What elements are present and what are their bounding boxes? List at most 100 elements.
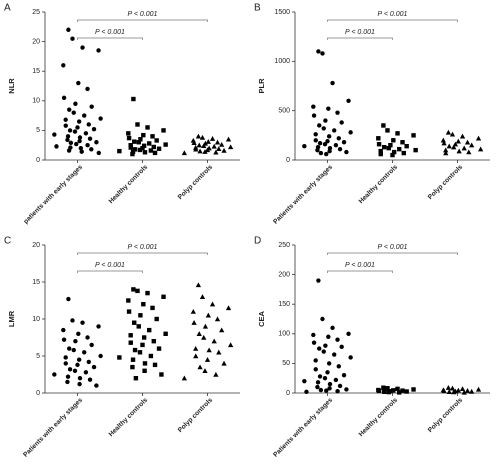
data-point <box>133 376 139 381</box>
significance-bracket <box>77 270 143 273</box>
data-point <box>126 131 131 136</box>
data-point <box>147 141 152 146</box>
y-tick-label: 5 <box>36 127 40 134</box>
data-point <box>202 149 208 154</box>
data-point <box>317 346 322 351</box>
data-point <box>63 355 68 360</box>
data-point <box>136 140 141 145</box>
data-point <box>52 132 57 137</box>
x-tick-label: Patients with early stages <box>272 396 334 458</box>
data-point <box>315 380 321 385</box>
data-point <box>52 372 57 377</box>
data-point <box>348 355 353 360</box>
data-point <box>197 148 203 154</box>
data-point <box>130 149 136 154</box>
data-point <box>61 63 66 68</box>
y-tick-label: 15 <box>32 279 40 286</box>
significance-bracket <box>77 252 208 255</box>
data-point <box>211 338 217 344</box>
data-point <box>67 367 73 372</box>
data-point <box>136 324 141 329</box>
data-point <box>195 282 202 288</box>
data-point <box>96 324 101 329</box>
data-point <box>91 127 97 132</box>
data-point <box>411 133 416 138</box>
data-point <box>138 313 143 318</box>
data-point <box>126 309 132 314</box>
data-point <box>213 149 219 155</box>
data-point <box>130 151 135 157</box>
x-tick-label: Polyp controls <box>177 163 215 201</box>
data-point <box>326 106 331 111</box>
data-point <box>206 347 212 353</box>
data-point <box>190 308 196 314</box>
data-point <box>199 294 206 299</box>
y-tick-label: 25 <box>32 9 40 16</box>
data-point <box>91 364 97 370</box>
data-point <box>71 347 76 353</box>
data-point <box>191 140 197 146</box>
data-point <box>326 134 332 139</box>
data-point <box>148 148 154 153</box>
data-point <box>145 290 150 296</box>
data-point <box>154 138 159 143</box>
data-point <box>150 305 155 311</box>
data-point <box>478 146 484 152</box>
data-point <box>196 331 202 336</box>
data-point <box>346 331 351 336</box>
data-point <box>337 146 343 152</box>
data-point <box>440 137 446 143</box>
data-point <box>152 362 158 368</box>
data-point <box>395 386 400 392</box>
data-point <box>71 110 76 115</box>
data-point <box>82 350 87 355</box>
panel-letter: C <box>4 236 11 247</box>
data-point <box>202 323 209 329</box>
panel-letter: A <box>4 3 11 14</box>
data-point <box>313 138 318 143</box>
data-point <box>70 318 75 323</box>
data-point <box>137 350 143 355</box>
data-point <box>135 288 140 294</box>
y-tick-label: 1000 <box>274 58 290 65</box>
data-point <box>148 353 154 359</box>
data-point <box>313 367 318 372</box>
data-point <box>304 389 309 395</box>
y-tick-label: 20 <box>32 38 40 45</box>
significance-bracket <box>327 252 458 255</box>
data-point <box>66 296 71 302</box>
y-tick-label: 250 <box>278 242 290 249</box>
data-point <box>326 361 332 366</box>
data-point <box>128 143 133 148</box>
data-point <box>98 353 103 359</box>
data-point <box>317 141 323 146</box>
data-point <box>400 140 405 145</box>
significance-bracket <box>327 270 393 273</box>
data-point <box>86 122 91 127</box>
data-point <box>443 150 449 156</box>
data-point <box>466 149 472 155</box>
data-point <box>324 388 329 393</box>
data-point <box>388 143 393 148</box>
data-point <box>86 359 91 365</box>
y-tick-label: 100 <box>278 331 290 338</box>
data-point <box>142 150 148 155</box>
p-value-label: P < 0.001 <box>378 244 408 251</box>
p-value-label: P < 0.001 <box>128 244 158 251</box>
y-tick-label: 50 <box>282 360 290 367</box>
y-axis-title: PLR <box>257 78 266 94</box>
y-axis-title: LMR <box>7 310 16 327</box>
data-point <box>464 139 471 145</box>
data-point <box>68 140 74 146</box>
data-point <box>94 383 99 388</box>
data-point <box>141 302 146 307</box>
data-point <box>82 113 87 118</box>
data-point <box>381 123 386 128</box>
data-point <box>449 131 456 137</box>
data-point <box>204 357 211 362</box>
data-point <box>65 134 71 139</box>
p-value-label: P < 0.001 <box>345 262 375 269</box>
data-point <box>181 375 187 381</box>
data-point <box>199 134 206 140</box>
